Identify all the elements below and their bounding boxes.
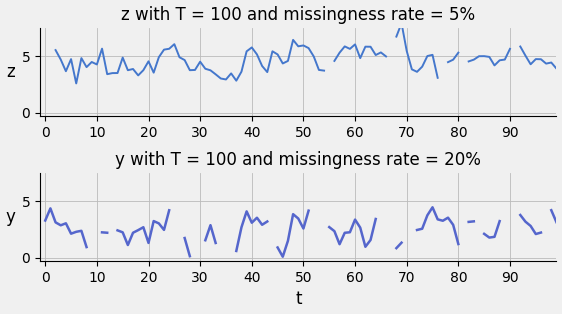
Y-axis label: z: z [6,63,15,81]
Title: y with T = 100 and missingness rate = 20%: y with T = 100 and missingness rate = 20… [115,151,481,169]
Title: z with T = 100 and missingness rate = 5%: z with T = 100 and missingness rate = 5% [121,6,475,24]
Y-axis label: y: y [6,208,15,226]
X-axis label: t: t [295,290,301,308]
